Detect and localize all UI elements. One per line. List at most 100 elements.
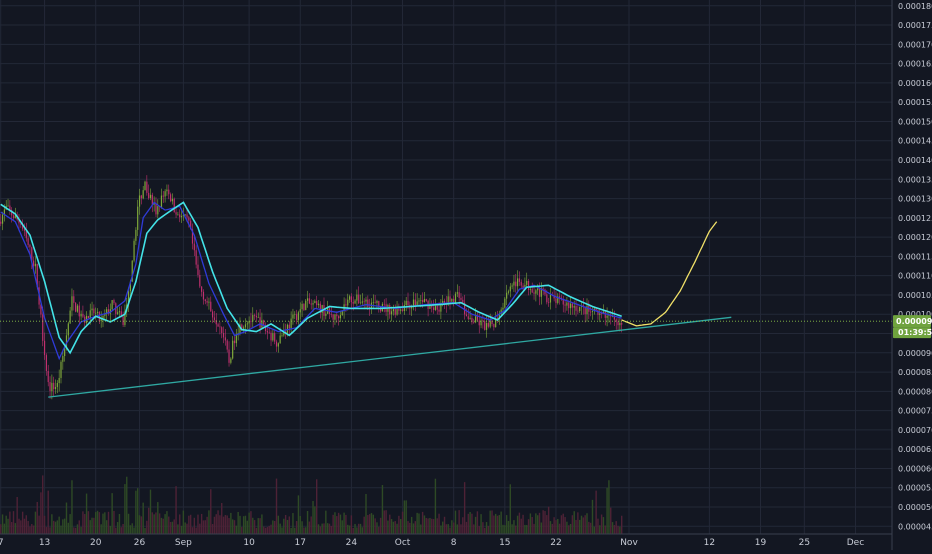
- volume-bar: [436, 518, 438, 534]
- y-tick-label: 0.0001000: [898, 310, 932, 319]
- candle-body: [118, 311, 121, 313]
- candle-body: [246, 323, 248, 325]
- candle-body: [45, 355, 47, 371]
- volume-bar: [144, 527, 146, 534]
- candle-body: [540, 288, 542, 297]
- candle-body: [27, 238, 29, 245]
- volume-bar: [524, 524, 526, 534]
- candle-body: [80, 313, 82, 317]
- candle-body: [546, 294, 548, 303]
- volume-bar: [127, 513, 130, 534]
- volume-bar: [231, 519, 234, 534]
- candle-body: [422, 300, 424, 303]
- candle-body: [489, 320, 491, 327]
- volume-bar: [588, 521, 590, 534]
- candle-body: [584, 306, 586, 315]
- candle-body: [597, 310, 599, 315]
- volume-bar: [184, 522, 186, 534]
- candle-body: [617, 321, 619, 326]
- volume-bar: [370, 513, 373, 534]
- candle-body: [93, 308, 95, 314]
- candle-body: [537, 288, 539, 291]
- volume-bar: [160, 517, 163, 534]
- volume-bar: [312, 501, 314, 534]
- candle-body: [599, 313, 601, 315]
- candle-body: [277, 343, 279, 347]
- x-tick-label: 7: [0, 538, 4, 548]
- candle-body: [102, 315, 104, 320]
- candle-body: [290, 318, 292, 329]
- candle-body: [606, 315, 608, 318]
- candle-body: [54, 386, 57, 390]
- volume-bar: [332, 514, 334, 534]
- volume-bar: [553, 517, 555, 534]
- candle-body: [248, 321, 250, 324]
- candle-body: [529, 289, 531, 290]
- candle-body: [590, 311, 592, 313]
- volume-bar: [149, 489, 152, 534]
- candle-body: [124, 311, 126, 325]
- volume-bar: [484, 527, 486, 534]
- volume-bar: [235, 525, 238, 534]
- volume-bar: [279, 523, 281, 534]
- volume-bar: [385, 510, 387, 534]
- candle-body: [440, 303, 442, 312]
- volume-bar: [383, 510, 385, 534]
- candle-body: [144, 181, 146, 191]
- volume-bar: [443, 516, 446, 534]
- candle-body: [219, 326, 221, 328]
- volume-bar: [147, 507, 150, 534]
- volume-bar: [564, 517, 566, 534]
- volume-bar: [168, 516, 170, 534]
- candle-body: [493, 324, 495, 328]
- volume-bar: [246, 520, 248, 534]
- candle-body: [95, 312, 97, 314]
- candle-body: [438, 309, 440, 312]
- volume-bar: [591, 499, 594, 534]
- candle-body: [538, 288, 541, 297]
- candle-body: [230, 358, 232, 363]
- candle-body: [252, 315, 254, 322]
- volume-bar: [345, 514, 347, 534]
- volume-bar: [294, 527, 296, 534]
- candle-body: [241, 324, 243, 331]
- candle-body: [288, 324, 290, 329]
- volume-bar: [566, 521, 568, 534]
- candle-body: [9, 205, 11, 211]
- candle-body: [98, 311, 100, 322]
- candle-body: [524, 284, 526, 289]
- candle-body: [257, 317, 259, 318]
- candle-body: [274, 333, 276, 342]
- volume-bar: [32, 525, 35, 534]
- candle-body: [297, 312, 300, 321]
- x-tick-label: 13: [39, 538, 50, 548]
- volume-bar: [281, 527, 283, 534]
- volume-bar: [456, 524, 459, 534]
- volume-bar: [266, 527, 269, 534]
- volume-bar: [401, 511, 404, 534]
- volume-bar: [82, 511, 84, 534]
- volume-bar: [215, 514, 217, 534]
- candle-body: [120, 311, 122, 317]
- volume-bar: [155, 512, 157, 534]
- candle-body: [310, 303, 312, 305]
- volume-bar: [151, 512, 154, 534]
- volume-bar: [597, 518, 599, 534]
- volume-bar: [471, 513, 473, 534]
- volume-bar: [47, 490, 49, 534]
- candle-body: [496, 317, 499, 320]
- candle-body: [281, 335, 283, 337]
- volume-bar: [330, 525, 333, 534]
- volume-bar: [544, 511, 546, 534]
- y-tick-label: 0.0000900: [898, 349, 932, 358]
- candle-body: [562, 299, 564, 305]
- volume-bar: [610, 507, 612, 534]
- candle-body: [454, 293, 457, 303]
- candle-body: [71, 296, 73, 311]
- volume-bar: [305, 527, 307, 534]
- volume-bar: [199, 523, 201, 534]
- volume-bar: [107, 511, 110, 534]
- y-tick-label: 0.0001150: [898, 252, 932, 261]
